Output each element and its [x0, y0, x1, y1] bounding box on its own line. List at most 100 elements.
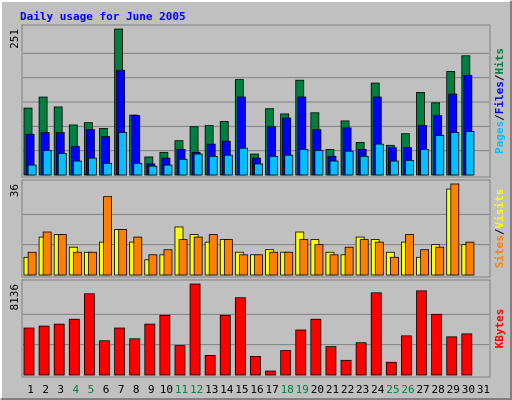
- bar: [314, 150, 324, 176]
- bar: [99, 340, 110, 376]
- legend-entry: Hits: [493, 48, 506, 75]
- bar: [144, 323, 156, 376]
- bar: [219, 314, 231, 376]
- bar: [370, 292, 382, 376]
- bar: [385, 361, 397, 376]
- bar: [344, 150, 354, 176]
- x-tick-label: 3: [57, 383, 64, 396]
- bar: [329, 254, 339, 276]
- bar: [355, 342, 367, 376]
- x-tick-label: 11: [175, 383, 188, 396]
- bar: [269, 251, 279, 276]
- bar: [405, 160, 414, 176]
- x-tick-label: 2: [42, 383, 49, 396]
- bar: [269, 155, 279, 176]
- bar: [420, 149, 430, 176]
- x-tick-label: 19: [296, 383, 309, 396]
- legend: Pages/Files/Hits: [493, 48, 506, 154]
- bar: [27, 251, 37, 276]
- bar: [450, 132, 460, 176]
- bar: [420, 249, 430, 276]
- bar: [193, 153, 203, 176]
- bar: [265, 370, 276, 376]
- bar: [148, 254, 158, 276]
- bar: [68, 318, 80, 376]
- bar: [72, 251, 82, 276]
- legend-entry: Visits: [493, 189, 506, 229]
- legend-separator: /: [493, 114, 506, 121]
- bar: [325, 346, 337, 376]
- bar: [133, 236, 143, 276]
- bar: [359, 155, 369, 176]
- legend: Sites/Visits: [493, 189, 506, 269]
- bar: [103, 162, 112, 176]
- bar: [133, 162, 143, 176]
- bar: [234, 297, 246, 376]
- legend-separator: /: [493, 228, 506, 235]
- bar: [38, 325, 50, 376]
- bar: [118, 229, 128, 276]
- bar: [178, 158, 188, 176]
- bar: [27, 164, 37, 176]
- x-tick-label: 27: [416, 383, 429, 396]
- legend-entry: Pages: [493, 121, 506, 154]
- bar: [178, 239, 188, 276]
- bar: [340, 359, 352, 376]
- bar: [103, 196, 112, 276]
- x-tick-label: 5: [88, 383, 95, 396]
- y-tick-label: 36: [8, 184, 21, 197]
- bar: [208, 155, 218, 176]
- bar: [374, 143, 384, 176]
- bar: [280, 350, 292, 376]
- bar: [57, 234, 67, 276]
- legend-entry: Files: [493, 81, 506, 114]
- x-tick-label: 30: [462, 383, 475, 396]
- bar: [314, 244, 324, 276]
- x-tick-label: 4: [73, 383, 80, 396]
- x-tick-label: 24: [371, 383, 385, 396]
- x-tick-label: 6: [103, 383, 110, 396]
- legend: KBytes: [493, 309, 506, 349]
- y-tick-label: 251: [8, 29, 21, 49]
- bar: [23, 327, 35, 376]
- x-tick-label: 22: [341, 383, 354, 396]
- legend-separator: /: [493, 74, 506, 81]
- x-tick-label: 31: [477, 383, 490, 396]
- bar: [57, 153, 67, 176]
- x-tick-label: 20: [311, 383, 324, 396]
- bar: [416, 290, 427, 376]
- x-tick-label: 14: [220, 383, 234, 396]
- bar: [42, 231, 52, 276]
- bar: [163, 164, 173, 176]
- bar: [295, 329, 307, 376]
- x-tick-label: 7: [118, 383, 125, 396]
- bar: [250, 356, 261, 376]
- x-tick-label: 15: [235, 383, 248, 396]
- x-tick-label: 9: [148, 383, 155, 396]
- bar: [204, 355, 216, 376]
- bar: [431, 313, 443, 376]
- bar: [435, 246, 445, 276]
- x-tick-label: 23: [356, 383, 369, 396]
- bar: [390, 256, 399, 276]
- bar: [159, 314, 171, 376]
- bar: [390, 160, 399, 176]
- bar: [148, 165, 158, 176]
- bar: [401, 335, 412, 376]
- legend-entry: Sites: [493, 235, 506, 268]
- bar: [189, 283, 201, 376]
- x-tick-label: 29: [447, 383, 460, 396]
- x-tick-label: 12: [190, 383, 203, 396]
- bar: [446, 336, 458, 376]
- bar: [344, 246, 354, 276]
- bar: [53, 323, 65, 376]
- bar: [359, 239, 369, 276]
- bar: [374, 241, 384, 276]
- y-tick-label: 8136: [8, 284, 21, 311]
- x-tick-label: 8: [133, 383, 140, 396]
- bar: [118, 132, 128, 176]
- x-tick-label: 18: [281, 383, 294, 396]
